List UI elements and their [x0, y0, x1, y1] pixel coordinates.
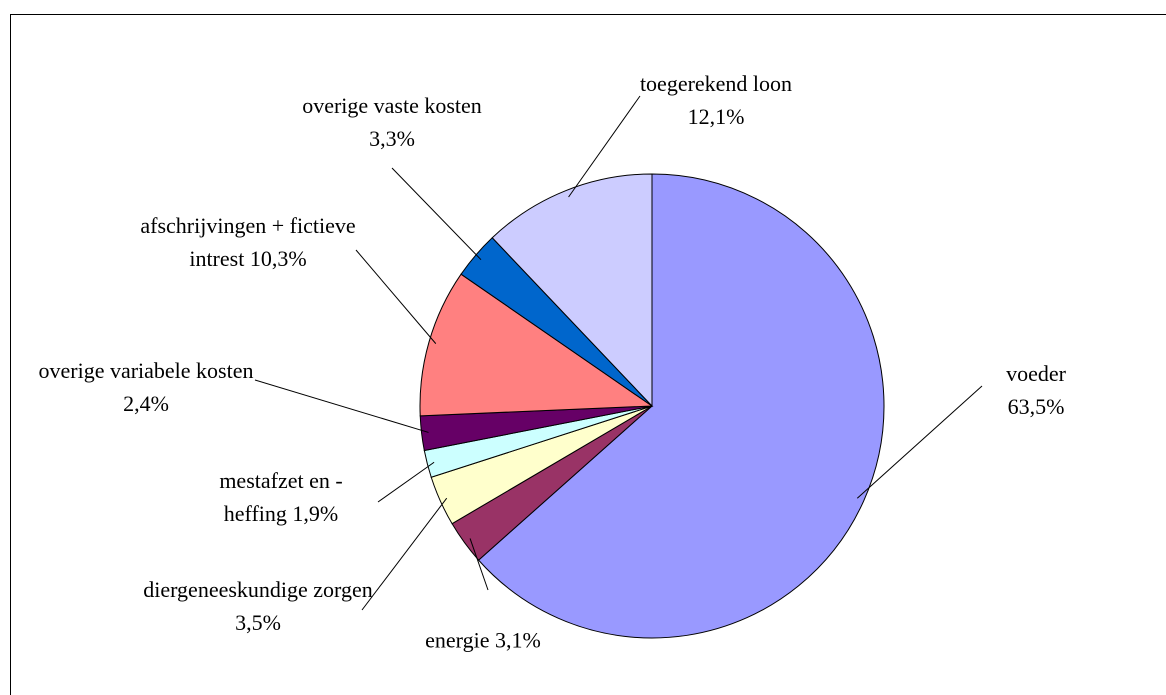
value-label: 10,3%: [249, 246, 307, 271]
leader-line: [568, 95, 641, 198]
category-label: energie: [425, 627, 490, 653]
slice-label: overige variabele kosten 2,4%: [21, 354, 271, 420]
category-label: afschrijvingen + fictieve intrest: [140, 213, 356, 271]
category-label: toegerekend loon: [639, 71, 793, 96]
leader-line: [469, 538, 489, 591]
category-label: voeder: [1006, 361, 1066, 386]
value-label: 1,9%: [292, 501, 339, 526]
category-label: overige vaste kosten: [302, 93, 482, 118]
value-label: 12,1%: [687, 104, 745, 129]
slice-label: overige vaste kosten 3,3%: [302, 89, 482, 155]
leader-line: [361, 497, 448, 611]
value-label: 2,4%: [123, 391, 169, 416]
slice-label: mestafzet en - heffing 1,9%: [186, 464, 376, 530]
pie-slice: [491, 173, 653, 408]
slice-label: energie 3,1%: [423, 624, 543, 657]
leader-line: [254, 379, 429, 433]
category-label: overige variabele kosten: [38, 358, 254, 383]
value-label: 3,5%: [235, 610, 281, 635]
pie-slice: [477, 173, 885, 639]
leader-line: [856, 385, 983, 499]
leader-line: [355, 249, 437, 344]
slice-label: toegerekend loon 12,1%: [616, 67, 816, 133]
slice-label: voeder 63,5%: [976, 357, 1096, 423]
category-label: diergeneeskundige zorgen: [143, 577, 373, 602]
leader-line: [391, 167, 482, 261]
value-label: 63,5%: [1007, 394, 1065, 419]
chart-frame: [10, 14, 1166, 695]
value-label: 3,3%: [369, 126, 415, 151]
slice-label: diergeneeskundige zorgen 3,5%: [128, 573, 388, 639]
value-label: 3,1%: [495, 627, 541, 653]
leader-line: [377, 461, 435, 503]
slice-label: afschrijvingen + fictieve intrest 10,3%: [138, 209, 358, 275]
category-label: mestafzet en - heffing: [219, 468, 343, 526]
pie-slice: [419, 273, 654, 417]
